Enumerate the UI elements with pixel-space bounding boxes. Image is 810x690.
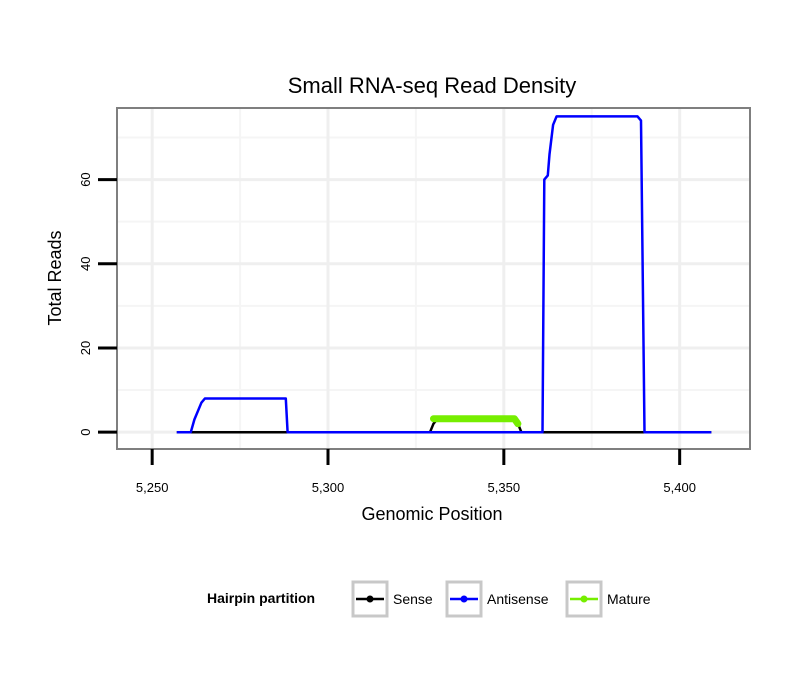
y-tick-label: 40	[78, 257, 93, 271]
legend: Hairpin partition Sense Antisense Mature	[207, 580, 651, 618]
series-line-mature	[430, 415, 522, 428]
x-axis-title: Genomic Position	[361, 504, 502, 524]
x-tick-label: 5,350	[488, 480, 521, 495]
legend-title: Hairpin partition	[207, 590, 315, 606]
legend-item-antisense: Antisense	[445, 580, 549, 618]
legend-label: Antisense	[487, 591, 549, 607]
legend-key-point	[366, 595, 374, 603]
legend-key-point	[460, 595, 468, 603]
y-axis-title: Total Reads	[45, 230, 65, 325]
y-tick-label: 60	[78, 172, 93, 186]
y-tick-label: 0	[78, 429, 93, 436]
x-tick-label: 5,400	[663, 480, 696, 495]
legend-label: Mature	[607, 591, 651, 607]
y-tick-label: 20	[78, 341, 93, 355]
legend-item-mature: Mature	[565, 580, 651, 618]
x-tick-label: 5,300	[312, 480, 345, 495]
y-axis: 0 20 40 60	[78, 172, 117, 436]
chart-title: Small RNA-seq Read Density	[288, 73, 577, 98]
x-axis: 5,250 5,300 5,350 5,400	[136, 449, 696, 495]
plot-panel-border	[116, 107, 751, 450]
legend-label: Sense	[393, 591, 433, 607]
x-tick-label: 5,250	[136, 480, 169, 495]
legend-key-point	[580, 595, 588, 603]
series-line-antisense	[176, 115, 712, 434]
series-group	[176, 115, 712, 434]
legend-item-sense: Sense	[351, 580, 433, 618]
